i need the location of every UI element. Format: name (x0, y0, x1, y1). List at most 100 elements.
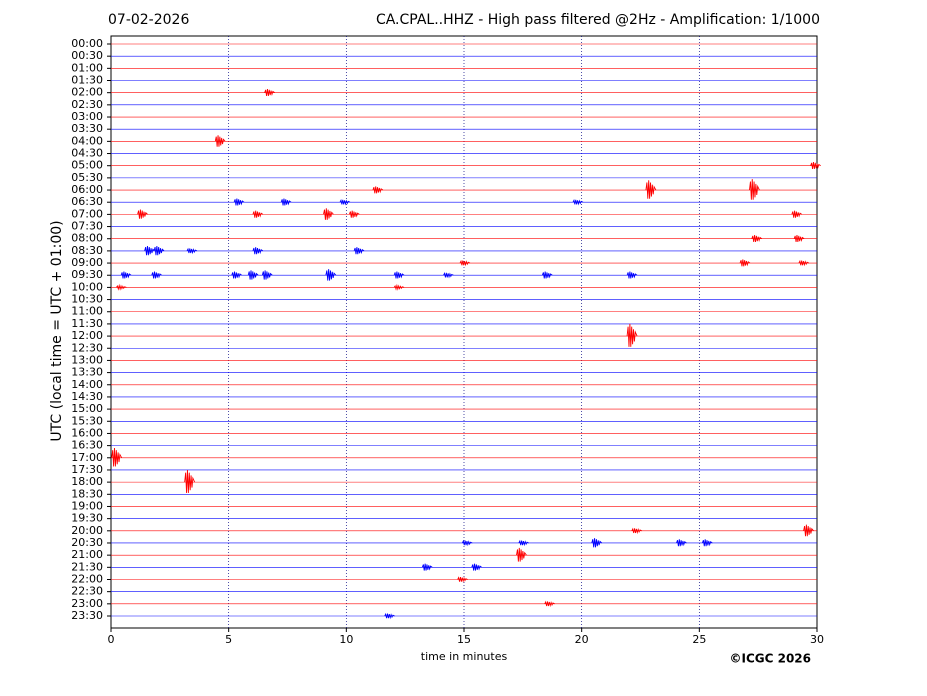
y-tick-label: 06:30 (71, 195, 103, 208)
seismic-event (144, 245, 155, 256)
y-tick-label: 17:00 (71, 451, 103, 464)
y-tick-label: 12:00 (71, 329, 103, 342)
chart-title: CA.CPAL..HHZ - High pass filtered @2Hz -… (376, 12, 820, 28)
seismic-event (751, 235, 763, 243)
y-tick-label: 14:30 (71, 390, 103, 403)
seismic-event (384, 612, 395, 620)
seismic-event (701, 539, 713, 547)
y-tick-label: 17:30 (71, 463, 103, 476)
seismic-event (323, 208, 334, 220)
y-tick-label: 21:30 (71, 560, 103, 573)
y-tick-label: 10:00 (71, 280, 103, 293)
y-tick-label: 02:00 (71, 86, 103, 99)
y-tick-label: 04:00 (71, 134, 103, 147)
y-tick-label: 22:00 (71, 572, 103, 585)
y-tick-label: 19:30 (71, 512, 103, 525)
y-tick-label: 13:00 (71, 353, 103, 366)
y-tick-label: 16:00 (71, 426, 103, 439)
seismic-event (459, 259, 471, 267)
chart-date: 07-02-2026 (108, 12, 189, 28)
y-tick-label: 23:30 (71, 609, 103, 622)
seismic-event (247, 270, 259, 280)
y-axis-label: UTC (local time = UTC + 01:00) (49, 220, 65, 441)
seismic-event (810, 161, 821, 170)
seismic-event (372, 186, 384, 194)
credit: ©ICGC 2026 (729, 652, 811, 666)
x-tick-label: 5 (225, 633, 232, 646)
y-tick-label: 20:00 (71, 524, 103, 537)
seismic-event (676, 539, 687, 547)
y-tick-label: 01:00 (71, 61, 103, 74)
seismic-event (457, 576, 468, 583)
seismic-event (443, 272, 454, 279)
x-tick-label: 10 (339, 633, 353, 646)
y-tick-label: 11:00 (71, 305, 103, 318)
y-tick-label: 00:30 (71, 49, 103, 62)
y-tick-label: 02:30 (71, 98, 103, 111)
seismic-event (421, 563, 433, 571)
seismic-event (798, 259, 810, 267)
seismic-event (626, 323, 638, 347)
x-axis-label: time in minutes (421, 650, 508, 663)
seismic-event (233, 198, 245, 206)
seismic-event (325, 269, 337, 281)
seismic-event (791, 210, 803, 218)
y-tick-label: 15:30 (71, 414, 103, 427)
x-tick-label: 25 (692, 633, 706, 646)
seismic-event (626, 271, 638, 279)
seismic-event (631, 527, 642, 535)
seismic-event (591, 538, 603, 548)
seismic-event (339, 199, 351, 206)
seismic-event (116, 283, 127, 291)
y-tick-label: 05:00 (71, 159, 103, 172)
y-tick-label: 01:30 (71, 74, 103, 87)
x-tick-label: 20 (575, 633, 589, 646)
seismic-event (516, 547, 527, 562)
y-tick-label: 19:00 (71, 499, 103, 512)
seismic-event (541, 271, 553, 279)
y-tick-label: 03:30 (71, 122, 103, 135)
y-tick-label: 07:00 (71, 207, 103, 220)
seismic-event (184, 469, 196, 493)
seismic-event (803, 524, 814, 537)
y-tick-label: 21:00 (71, 548, 103, 561)
seismic-event (749, 179, 760, 200)
y-tick-label: 11:30 (71, 317, 103, 330)
y-tick-label: 13:30 (71, 366, 103, 379)
y-tick-label: 16:30 (71, 439, 103, 452)
y-tick-label: 08:30 (71, 244, 103, 257)
y-tick-label: 04:30 (71, 147, 103, 160)
seismic-event (280, 198, 292, 206)
seismic-event (793, 235, 805, 243)
y-tick-label: 23:00 (71, 597, 103, 610)
seismic-event (471, 563, 483, 571)
y-tick-label: 08:00 (71, 232, 103, 245)
y-tick-label: 12:30 (71, 341, 103, 354)
seismic-event (214, 135, 226, 147)
seismic-event (572, 199, 584, 206)
seismic-event (518, 539, 530, 547)
y-tick-label: 09:00 (71, 256, 103, 269)
seismic-event (264, 88, 275, 96)
seismic-event (348, 210, 360, 218)
y-tick-label: 09:30 (71, 268, 103, 281)
y-tick-label: 03:00 (71, 110, 103, 123)
y-tick-label: 10:30 (71, 293, 103, 306)
y-tick-label: 22:30 (71, 585, 103, 598)
seismic-event (252, 247, 264, 255)
seismic-event (739, 259, 751, 267)
y-tick-label: 20:30 (71, 536, 103, 549)
y-tick-label: 14:00 (71, 378, 103, 391)
x-tick-label: 15 (457, 633, 471, 646)
seismic-event (393, 283, 405, 291)
y-tick-label: 00:00 (71, 37, 103, 50)
x-tick-label: 30 (810, 633, 824, 646)
seismic-event (151, 271, 162, 279)
seismic-event (353, 247, 365, 255)
seismic-event (544, 600, 555, 608)
seismic-event (153, 245, 165, 256)
seismic-event (252, 210, 264, 218)
seismic-event (645, 180, 657, 199)
y-tick-label: 05:30 (71, 171, 103, 184)
